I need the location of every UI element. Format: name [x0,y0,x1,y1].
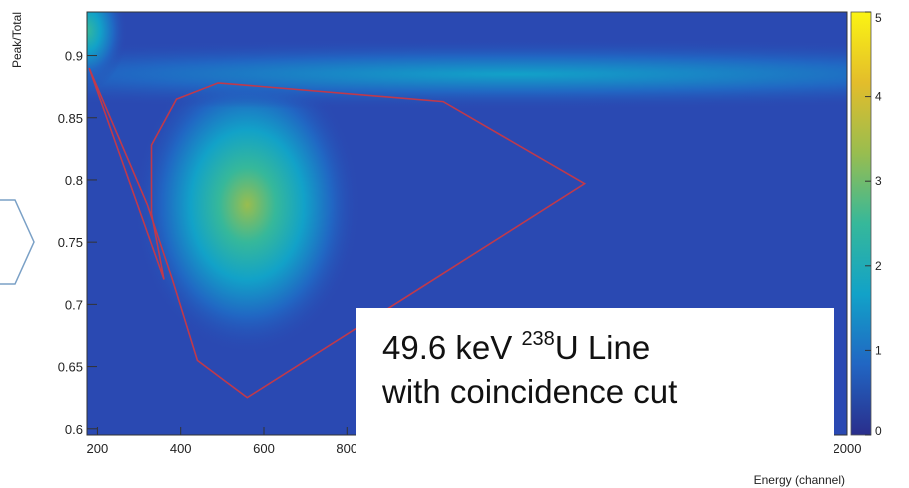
y-tick-label: 0.8 [65,173,83,188]
annotation-superscript: 238 [521,328,555,350]
x-tick-label: 400 [170,441,192,456]
colorbar-tick-label: 3 [875,174,882,188]
annotation-suffix: U Line [554,329,651,366]
annotation-box: 49.6 keV 238U Line with coincidence cut [356,308,834,455]
y-tick-label: 0.75 [58,235,83,250]
density-map [87,12,847,355]
colorbar-tick-label: 0 [875,424,882,438]
coincidence-cut [88,67,587,399]
density-blob-0 [134,55,361,355]
colorbar-tick-label: 5 [875,11,882,25]
annotation-prefix: 49.6 keV [382,329,522,366]
density-blob-2 [87,12,127,91]
y-axis: 0.6 0.65 0.7 0.75 0.8 0.85 0.9 [58,49,97,437]
x-tick-label: 800 [336,441,358,456]
density-blob-1 [87,38,847,111]
colorbar-gradient [850,11,872,436]
x-tick-label: 600 [253,441,275,456]
colorbar-tick-label: 4 [875,90,882,104]
y-tick-label: 0.7 [65,297,83,312]
y-tick-label: 0.85 [58,111,83,126]
x-tick-label: 2000 [833,441,862,456]
colorbar-tick-label: 1 [875,343,882,357]
left-arrow-shape [0,199,35,285]
colorbar: 0 1 2 3 4 5 [850,11,882,438]
annotation-line-2: with coincidence cut [382,373,678,410]
y-tick-label: 0.6 [65,422,83,437]
x-tick-label: 200 [87,441,109,456]
colorbar-tick-label: 2 [875,259,882,273]
cut-polygon [88,67,587,399]
annotation-line-1: 49.6 keV 238U Line [382,326,834,370]
x-axis-title: Energy (channel) [754,473,845,487]
y-tick-label: 0.9 [65,49,83,64]
y-axis-title: Peak/Total [10,12,24,68]
y-tick-label: 0.65 [58,360,83,375]
